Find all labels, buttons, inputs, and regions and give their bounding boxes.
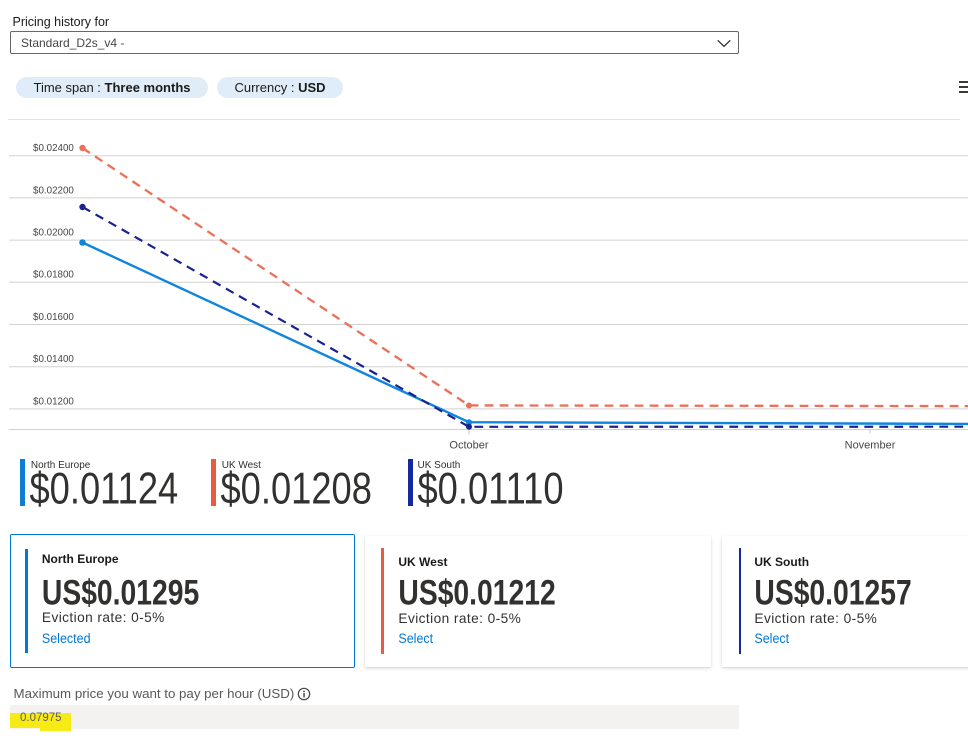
svg-text:October: October [449,439,488,451]
svg-text:$0.01800: $0.01800 [33,270,74,281]
svg-text:$0.02200: $0.02200 [33,185,74,196]
svg-text:November: November [845,439,896,451]
svg-text:$0.01200: $0.01200 [33,396,74,407]
svg-text:$0.02400: $0.02400 [33,143,74,154]
svg-text:$0.01600: $0.01600 [33,312,74,323]
svg-text:$0.02000: $0.02000 [33,228,74,239]
svg-text:$0.01400: $0.01400 [33,354,74,365]
